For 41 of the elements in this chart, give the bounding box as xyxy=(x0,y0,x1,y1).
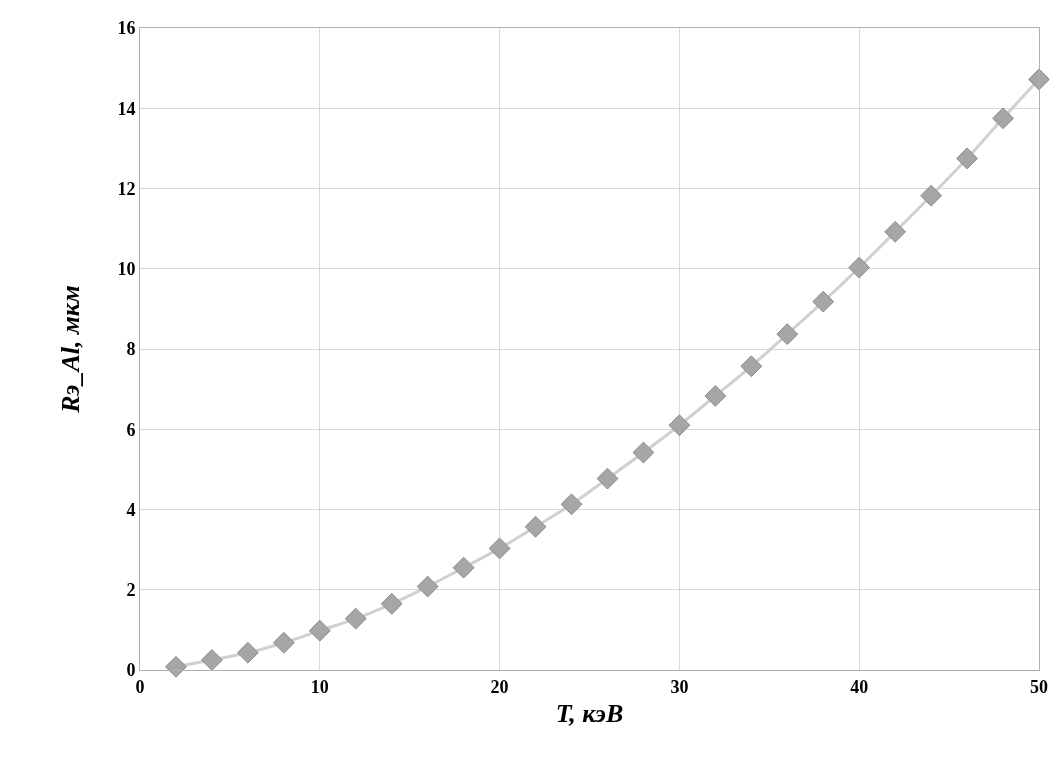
point xyxy=(632,441,655,464)
y-tick-label: 10 xyxy=(117,259,136,280)
point xyxy=(1028,68,1050,91)
y-tick-label: 8 xyxy=(126,339,136,360)
y-axis-title: Rэ_Al, мкм xyxy=(55,285,85,414)
y-tick-label: 0 xyxy=(126,660,136,681)
point xyxy=(344,607,367,630)
y-tick-label: 6 xyxy=(126,419,136,440)
x-tick-label: 40 xyxy=(850,676,869,697)
point xyxy=(236,641,259,664)
point xyxy=(416,575,439,598)
point xyxy=(704,385,727,407)
point xyxy=(848,256,871,279)
point xyxy=(776,323,799,346)
point xyxy=(524,515,547,538)
point xyxy=(165,655,187,678)
y-tick-label: 14 xyxy=(117,98,136,119)
point xyxy=(596,467,619,490)
y-tick-label: 12 xyxy=(117,178,136,199)
y-tick-label: 2 xyxy=(126,580,136,601)
x-tick-label: 30 xyxy=(670,676,689,697)
y-tick-label: 4 xyxy=(126,499,136,520)
y-tick-label: 16 xyxy=(117,18,136,39)
point xyxy=(884,220,907,243)
point xyxy=(956,147,978,170)
x-tick-label: 20 xyxy=(490,676,509,697)
point xyxy=(308,619,331,642)
x-tick-label: 50 xyxy=(1030,676,1048,697)
point xyxy=(272,631,295,654)
x-tick-label: 10 xyxy=(310,676,329,697)
point xyxy=(201,649,223,671)
point xyxy=(812,290,835,313)
point xyxy=(380,592,403,615)
point xyxy=(992,107,1014,130)
x-axis-title: T, кэВ xyxy=(555,699,624,729)
point xyxy=(560,493,583,516)
point xyxy=(668,414,691,437)
point xyxy=(452,556,475,579)
point xyxy=(920,184,943,207)
point xyxy=(488,537,511,560)
point xyxy=(740,355,763,378)
